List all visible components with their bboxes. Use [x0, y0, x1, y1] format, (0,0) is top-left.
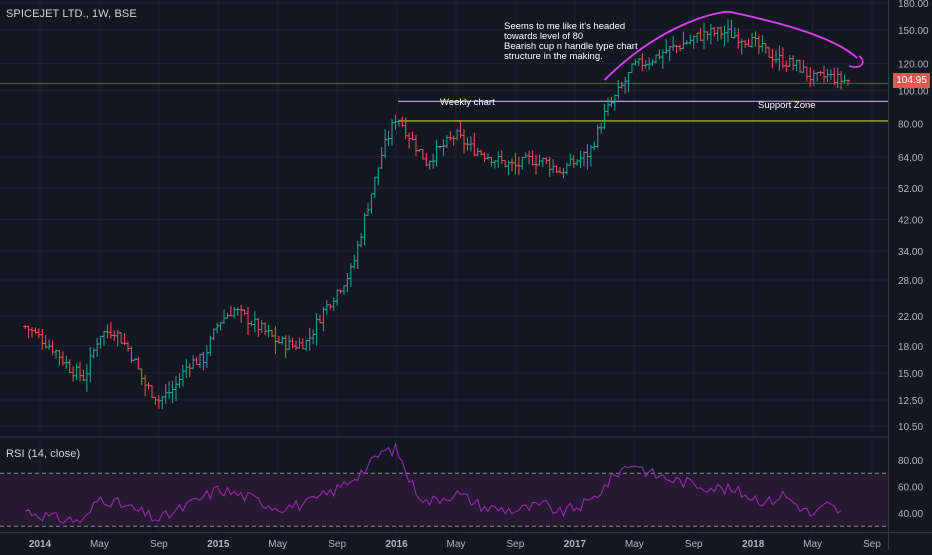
time-tick-label: Sep	[328, 539, 346, 550]
cup-curve-layer	[603, 10, 864, 81]
time-tick-label: May	[803, 539, 822, 550]
price-tick-label: 15.00	[898, 369, 923, 380]
time-tick-label: May	[90, 539, 109, 550]
price-tick-label: 18.00	[898, 342, 923, 353]
rsi-line-layer	[24, 442, 842, 524]
price-tick-label: 12.50	[898, 396, 923, 407]
time-tick-label: Sep	[507, 539, 525, 550]
weekly-chart-label[interactable]: Weekly chart	[440, 97, 495, 108]
price-tick-label: 28.00	[898, 276, 923, 287]
axis-layer: 180.00 150.00 120.00 100.00 80.00 64.00 52.00 4…	[29, 0, 929, 550]
price-tick-label: 80.00	[898, 120, 923, 131]
time-tick-label: Sep	[685, 539, 703, 550]
price-bars	[23, 19, 850, 410]
price-tick-label: 64.00	[898, 153, 923, 164]
support-zone-label[interactable]: Support Zone	[758, 100, 816, 111]
price-tick-label: 52.00	[898, 184, 923, 195]
cup-handle-note[interactable]: Seems to me like it's headed towards lev…	[504, 21, 638, 62]
time-tick-label: Sep	[150, 539, 168, 550]
rsi-line	[24, 442, 842, 524]
price-tick-label: 34.00	[898, 247, 923, 258]
rsi-tick-label: 60.00	[898, 483, 923, 494]
price-tick-label: 22.00	[898, 312, 923, 323]
time-tick-label: 2016	[385, 539, 408, 550]
ohlc-bar	[846, 79, 850, 86]
time-tick-label: May	[447, 539, 466, 550]
time-tick-label: 2015	[207, 539, 230, 550]
time-tick-label: Sep	[863, 539, 881, 550]
price-tick-label: 120.00	[898, 59, 929, 70]
time-tick-label: 2018	[742, 539, 765, 550]
cup-arrow	[848, 55, 864, 68]
cup-curve	[603, 10, 858, 81]
time-tick-label: 2017	[564, 539, 587, 550]
rsi-band-layer	[0, 472, 888, 527]
time-tick-label: May	[625, 539, 644, 550]
rsi-tick-label: 80.00	[898, 456, 923, 467]
price-tick-label: 10.50	[898, 422, 923, 433]
time-tick-label: 2014	[29, 539, 52, 550]
price-tick-label: 42.00	[898, 216, 923, 227]
rsi-band	[0, 473, 888, 527]
price-tick-label: 100.00	[898, 86, 929, 97]
symbol-title[interactable]: SPICEJET LTD., 1W, BSE	[6, 8, 137, 20]
rsi-legend[interactable]: RSI (14, close)	[6, 448, 81, 460]
time-tick-label: May	[268, 539, 287, 550]
last-price-badge: 104.95	[893, 73, 930, 88]
support-zone-lines	[0, 82, 888, 122]
price-tick-label: 150.00	[898, 26, 929, 37]
rsi-tick-label: 40.00	[898, 509, 923, 520]
price-tick-label: 180.00	[898, 0, 929, 10]
